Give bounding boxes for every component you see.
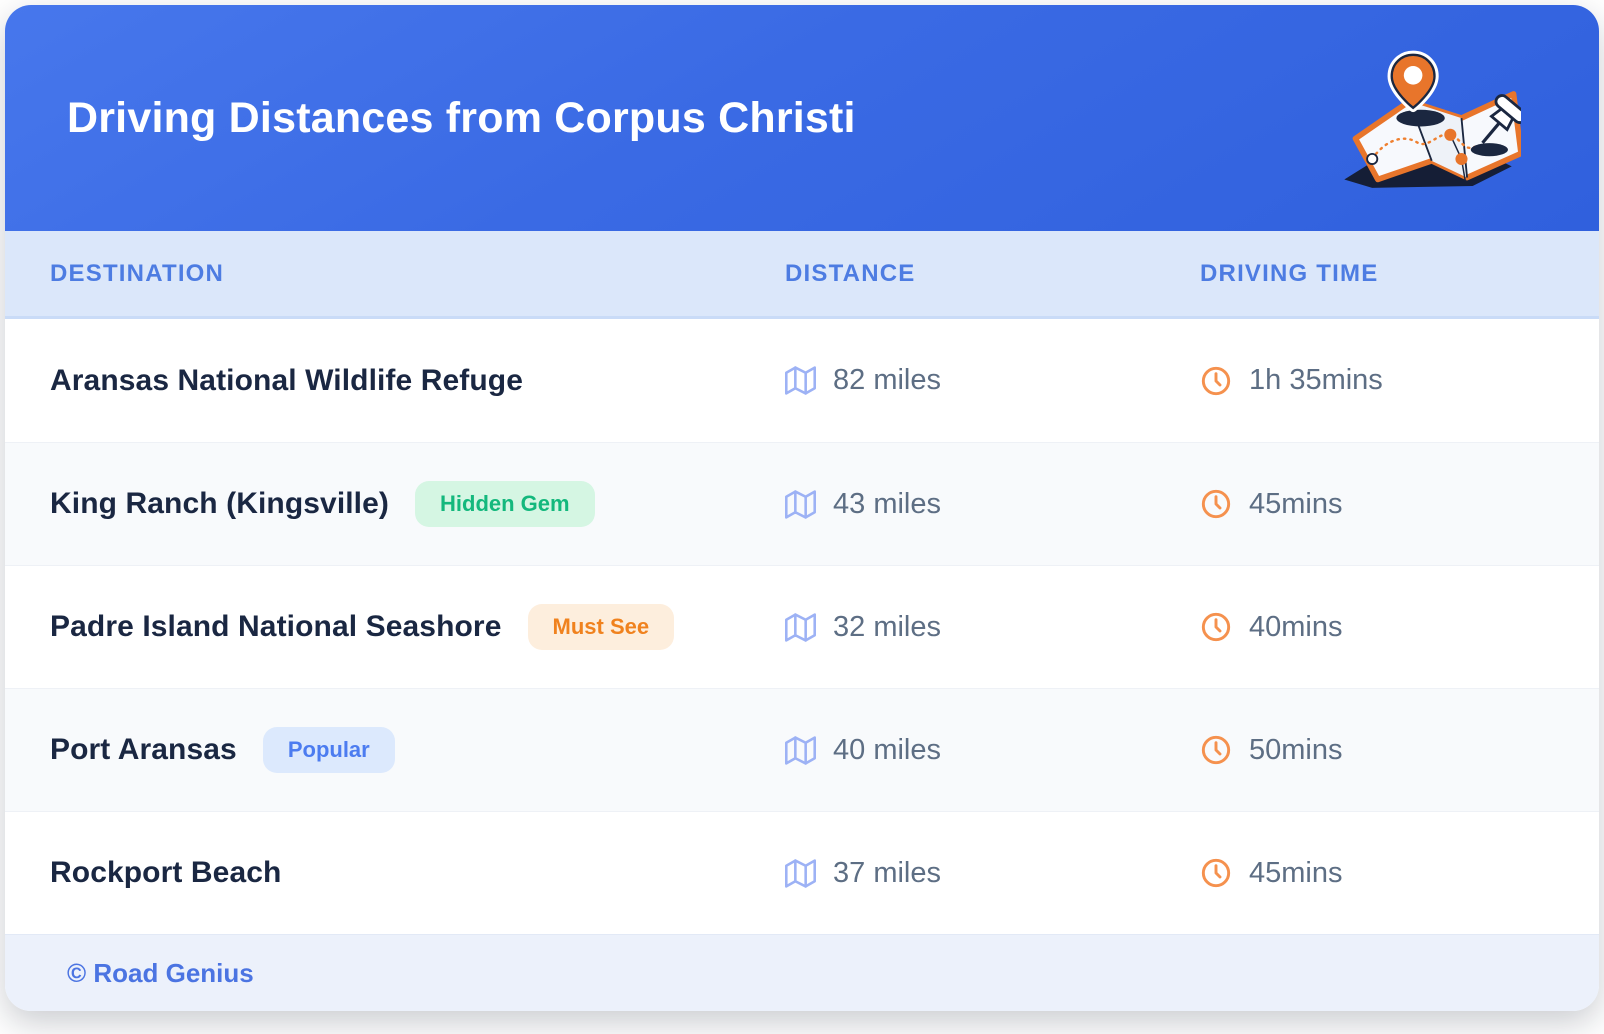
clock-icon [1200,488,1232,520]
map-icon [785,612,816,643]
column-header-distance: DISTANCE [785,259,916,287]
column-header-destination: DESTINATION [50,259,225,287]
table-body: Aransas National Wildlife Refuge 82 mile… [5,319,1599,934]
distance-value: 32 miles [833,610,941,643]
destination-label: Aransas National Wildlife Refuge [50,363,524,397]
table-row: Aransas National Wildlife Refuge 82 mile… [5,319,1599,442]
destination-label: Rockport Beach [50,856,282,889]
hidden-gem-badge: Hidden Gem [415,481,595,527]
driving-distances-card: Driving Distances from Corpus Christi [5,5,1599,1011]
destination-label: King Ranch (Kingsville) [50,487,389,520]
popular-badge: Popular [262,727,395,773]
map-icon [785,735,816,766]
map-icon [785,858,816,889]
distance-value: 43 miles [833,487,941,520]
clock-icon [1200,857,1232,889]
distance-value: 40 miles [833,733,941,766]
distance-value: 37 miles [833,856,941,889]
destination-label: Port Aransas [50,733,237,766]
driving-time-value: 45mins [1249,487,1343,520]
driving-time-value: 45mins [1249,856,1343,889]
page-title: Driving Distances from Corpus Christi [67,93,856,142]
table-header-row: DESTINATION DISTANCE DRIVING TIME [5,231,1599,319]
column-header-driving-time: DRIVING TIME [1200,259,1379,287]
table-row: Rockport Beach 37 miles 45mins [5,811,1599,934]
map-icon [785,365,816,396]
clock-icon [1200,611,1232,643]
distance-value: 82 miles [833,364,941,396]
table-row: King Ranch (Kingsville) Hidden Gem 43 mi… [5,442,1599,565]
must-see-badge: Must See [527,604,675,650]
card-header: Driving Distances from Corpus Christi [5,5,1599,231]
driving-time-value: 40mins [1249,610,1343,643]
driving-time-value: 1h 35mins [1249,364,1383,396]
clock-icon [1200,734,1232,766]
destination-label: Padre Island National Seashore [50,610,502,643]
card-footer: © Road Genius [5,934,1599,1011]
map-icon [785,489,816,520]
table-row: Padre Island National Seashore Must See … [5,565,1599,688]
driving-time-value: 50mins [1249,733,1343,766]
clock-icon [1200,365,1232,397]
table-row: Port Aransas Popular 40 miles 50mins [5,688,1599,811]
copyright-credit: © Road Genius [67,957,254,988]
map-illustration-icon [1335,49,1528,194]
